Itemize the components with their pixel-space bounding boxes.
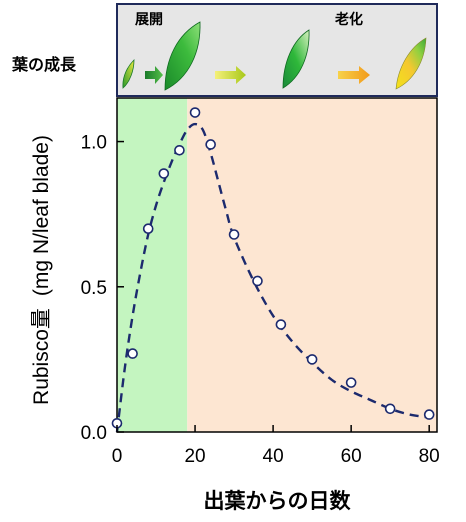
data-point (252, 275, 263, 287)
arrow-right-icon (338, 66, 370, 84)
data-point (158, 168, 170, 179)
x-tick-label: 0 (112, 446, 123, 467)
data-point (384, 403, 396, 415)
arrow-right-icon (215, 66, 246, 84)
data-point (127, 348, 138, 359)
y-tick-label: 0.5 (81, 278, 107, 299)
phase-regions (117, 98, 437, 432)
data-point (174, 144, 185, 156)
leaf-icon-mature (282, 29, 310, 89)
data-point (205, 139, 216, 150)
x-tick-label: 80 (419, 446, 440, 467)
data-point (142, 223, 154, 234)
y-tick-label: 1.0 (81, 133, 107, 154)
leaf-icon-young (122, 59, 135, 89)
stage-label-expansion: 展開 (135, 12, 163, 28)
y-axis-ticks: 0.0 0.5 1.0 (81, 133, 124, 444)
x-axis-ticks: 0 20 40 60 80 (112, 425, 440, 467)
y-tick-label: 0.0 (81, 423, 107, 444)
stage-label-senescence: 老化 (335, 11, 363, 28)
region-senescence (187, 98, 437, 432)
y-axis-title-unit: (mg N/leaf blade) (30, 135, 53, 296)
data-point (228, 229, 240, 240)
x-tick-label: 40 (263, 446, 284, 467)
arrow-right-icon (145, 66, 163, 84)
plot-frame (116, 97, 438, 433)
x-tick-label: 20 (184, 446, 205, 467)
data-point (423, 409, 435, 420)
data-point (345, 377, 357, 388)
plot-area: 0.0 0.5 1.0 0 20 40 60 80 (81, 97, 440, 467)
leaf-icon-senescent (395, 37, 427, 90)
x-tick-label: 60 (341, 446, 362, 467)
data-point (275, 319, 287, 330)
fitted-curve (115, 122, 430, 433)
y-axis-title: Rubisco量 (mg N/leaf blade) (30, 135, 53, 405)
svg-text:Rubisco量(mg N/leaf blade): Rubisco量 (mg N/leaf blade) (30, 135, 53, 405)
leaf-growth-panel: 葉の成長 展開 老化 (11, 3, 438, 97)
data-point (189, 107, 201, 118)
x-axis-title: 出葉からの日数 (204, 489, 352, 513)
leaf-growth-label: 葉の成長 (11, 55, 77, 74)
y-axis-title-main: Rubisco量 (30, 308, 53, 405)
leaf-icon-expanded (164, 21, 201, 91)
data-point (306, 354, 318, 365)
